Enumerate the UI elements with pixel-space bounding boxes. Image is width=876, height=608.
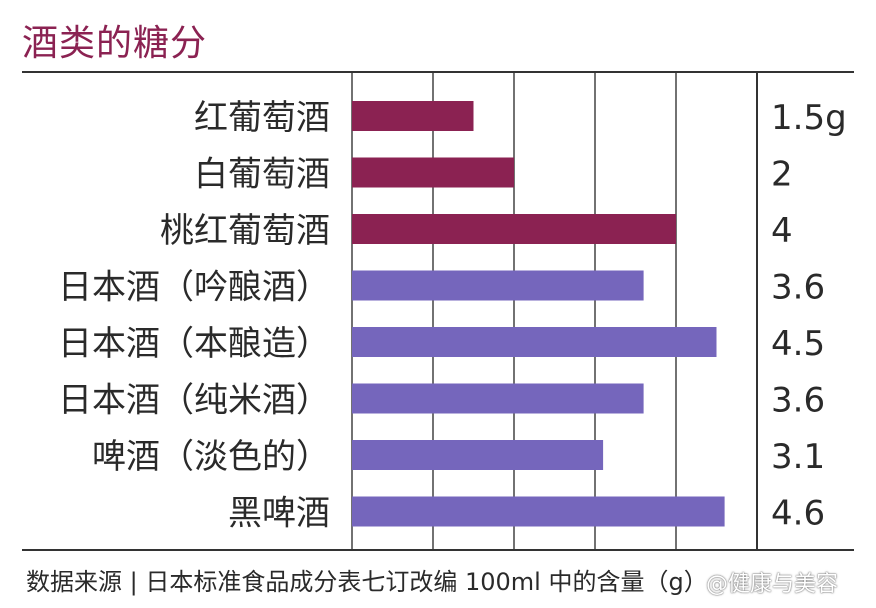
bar: [352, 496, 725, 527]
bar: [352, 157, 514, 188]
bar: [352, 383, 644, 414]
category-label: 日本酒（纯米酒）: [58, 381, 330, 421]
value-label: 4.5: [771, 324, 825, 364]
chart-title: 酒类的糖分: [22, 23, 208, 64]
value-label: 3.1: [771, 437, 825, 477]
category-label: 白葡萄酒: [194, 155, 330, 195]
category-label: 日本酒（本酿造）: [58, 324, 330, 364]
category-label: 啤酒（淡色的）: [92, 437, 330, 477]
bar: [352, 270, 644, 301]
bar: [352, 214, 676, 244]
category-label: 日本酒（吟酿酒）: [58, 268, 330, 308]
bar: [352, 101, 474, 131]
bar: [352, 327, 717, 357]
value-label: 2: [771, 155, 793, 195]
bottom-rule: [22, 549, 854, 551]
value-label: 4: [771, 211, 793, 251]
category-label: 桃红葡萄酒: [160, 211, 330, 251]
bar: [352, 440, 604, 470]
top-rule: [22, 71, 854, 73]
category-label: 黑啤酒: [228, 494, 330, 534]
value-label: 3.6: [771, 268, 825, 308]
watermark: @健康与美容: [706, 572, 839, 597]
value-label: 4.6: [771, 494, 825, 534]
value-label: 1.5g: [771, 98, 847, 138]
value-label: 3.6: [771, 381, 825, 421]
data-source-note: 数据来源 | 日本标准食品成分表七订改编 100ml 中的含量（g）: [26, 568, 708, 596]
category-label: 红葡萄酒: [194, 98, 330, 138]
